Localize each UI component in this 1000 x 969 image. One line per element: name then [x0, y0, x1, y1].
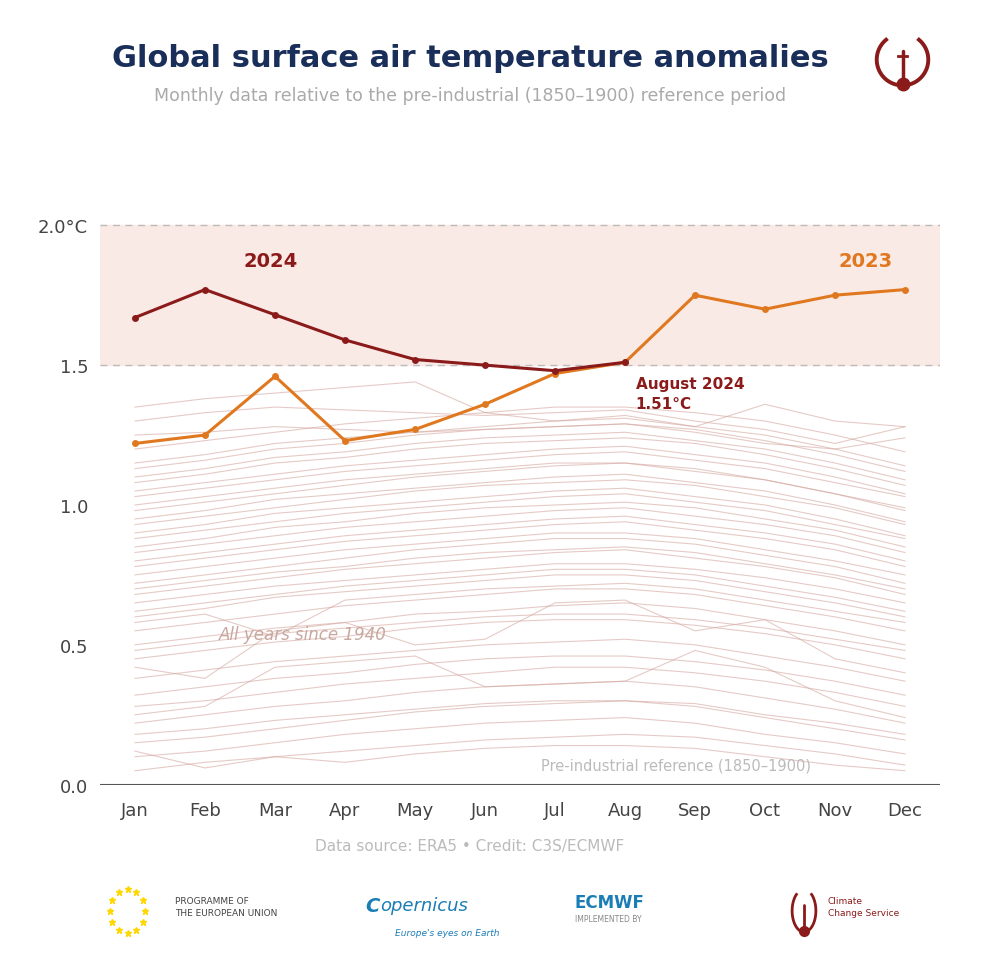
Text: Climate
Change Service: Climate Change Service: [828, 896, 899, 917]
Text: 2024: 2024: [244, 252, 298, 270]
Bar: [100, 226, 940, 365]
Text: ECMWF: ECMWF: [575, 893, 645, 912]
Text: Europe's eyes on Earth: Europe's eyes on Earth: [395, 928, 500, 937]
Text: 2023: 2023: [838, 252, 893, 270]
Text: C: C: [365, 896, 379, 916]
Text: Monthly data relative to the pre-industrial (1850–1900) reference period: Monthly data relative to the pre-industr…: [154, 87, 786, 106]
Text: Data source: ERA5 • Credit: C3S/ECMWF: Data source: ERA5 • Credit: C3S/ECMWF: [315, 838, 625, 853]
Text: Global surface air temperature anomalies: Global surface air temperature anomalies: [112, 44, 828, 73]
Text: August 2024
1.51°C: August 2024 1.51°C: [636, 377, 744, 412]
Text: opernicus: opernicus: [380, 896, 468, 915]
Text: Pre-industrial reference (1850–1900): Pre-industrial reference (1850–1900): [541, 758, 811, 772]
Text: All years since 1940: All years since 1940: [219, 626, 387, 643]
Text: PROGRAMME OF
THE EUROPEAN UNION: PROGRAMME OF THE EUROPEAN UNION: [175, 896, 277, 917]
Text: IMPLEMENTED BY: IMPLEMENTED BY: [575, 914, 642, 922]
